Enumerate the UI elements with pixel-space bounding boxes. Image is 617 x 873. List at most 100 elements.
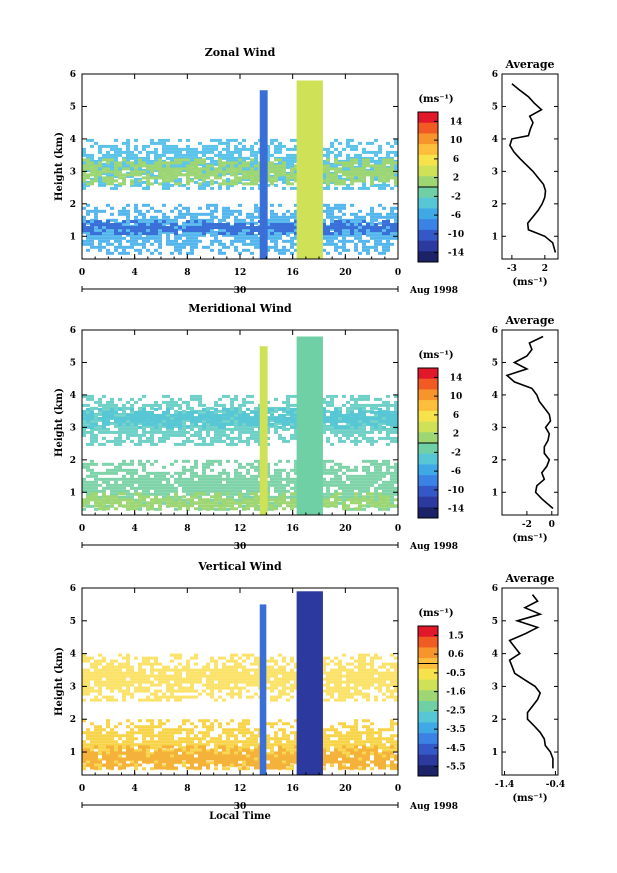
- echo-cell: [98, 177, 102, 181]
- echo-cell: [126, 173, 130, 177]
- echo-cell: [150, 442, 154, 446]
- echo-cell: [286, 400, 290, 404]
- echo-cell: [226, 141, 230, 145]
- echo-cell: [150, 138, 154, 142]
- echo-cell: [246, 227, 250, 231]
- echo-cell: [354, 397, 358, 401]
- echo-cell: [342, 165, 346, 169]
- echo-cell: [334, 504, 338, 508]
- colorbar-segment: [418, 378, 438, 390]
- echo-cell: [174, 403, 178, 407]
- echo-cell: [198, 230, 202, 234]
- echo-cell: [142, 176, 146, 180]
- colorbar-label: 2: [453, 174, 459, 184]
- y-tick-label: 4: [70, 391, 76, 401]
- echo-cell: [138, 433, 142, 437]
- echo-cell: [174, 161, 178, 165]
- echo-cell: [198, 409, 202, 413]
- echo-cell: [154, 492, 158, 496]
- echo-cell: [334, 226, 338, 230]
- echo-cell: [90, 410, 94, 414]
- echo-cell: [134, 229, 138, 233]
- echo-cell: [162, 486, 166, 490]
- echo-cell: [254, 424, 258, 428]
- echo-cell: [186, 158, 190, 162]
- echo-cell: [238, 433, 242, 437]
- echo-cell: [114, 468, 118, 472]
- echo-cell: [150, 233, 154, 237]
- echo-cell: [282, 501, 286, 505]
- echo-cell: [330, 397, 334, 401]
- echo-cell: [166, 144, 170, 148]
- echo-cell: [266, 164, 270, 168]
- echo-cell: [202, 507, 206, 511]
- colorbar-segment: [418, 496, 438, 508]
- echo-cell: [358, 162, 362, 166]
- echo-cell: [194, 424, 198, 428]
- echo-cell: [182, 212, 186, 216]
- echo-cell: [250, 229, 254, 233]
- echo-cell: [218, 239, 222, 243]
- echo-cell: [294, 221, 298, 225]
- echo-cell: [146, 153, 150, 157]
- echo-cell: [282, 177, 286, 181]
- echo-cell: [226, 162, 230, 166]
- echo-cell: [94, 483, 98, 487]
- echo-cell: [210, 230, 214, 234]
- echo-cell: [94, 173, 98, 177]
- echo-cell: [278, 173, 282, 177]
- echo-cell: [210, 223, 214, 227]
- echo-cell: [102, 416, 106, 420]
- echo-cell: [346, 164, 350, 168]
- echo-cell: [170, 223, 174, 227]
- echo-cell: [334, 245, 338, 249]
- echo-cell: [342, 465, 346, 469]
- echo-cell: [106, 170, 110, 174]
- echo-cell: [130, 439, 134, 443]
- echo-cell: [222, 483, 226, 487]
- echo-cell: [194, 495, 198, 499]
- echo-cell: [266, 430, 270, 434]
- echo-cell: [374, 462, 378, 466]
- echo-cell: [274, 183, 278, 187]
- echo-cell: [322, 407, 326, 411]
- echo-cell: [122, 459, 126, 463]
- echo-cell: [118, 442, 122, 446]
- echo-cell: [250, 233, 254, 237]
- echo-cell: [190, 397, 194, 401]
- echo-cell: [346, 507, 350, 511]
- echo-cell: [242, 410, 246, 414]
- echo-cell: [266, 230, 270, 234]
- echo-cell: [170, 242, 174, 246]
- echo-cell: [370, 422, 374, 426]
- echo-cell: [206, 492, 210, 496]
- echo-cell: [226, 436, 230, 440]
- echo-cell: [242, 176, 246, 180]
- echo-cell: [370, 206, 374, 210]
- echo-cell: [114, 412, 118, 416]
- echo-cell: [214, 209, 218, 213]
- echo-cell: [102, 236, 106, 240]
- echo-cell: [278, 218, 282, 222]
- echo-cell: [378, 179, 382, 183]
- echo-cell: [390, 477, 394, 481]
- echo-cell: [382, 233, 386, 237]
- echo-cell: [178, 167, 182, 171]
- echo-cell: [394, 427, 398, 431]
- y-tick-label: 4: [70, 135, 76, 145]
- echo-cell: [390, 186, 394, 190]
- echo-cell: [294, 504, 298, 508]
- echo-cell: [242, 144, 246, 148]
- echo-cell: [134, 410, 138, 414]
- echo-cell: [202, 480, 206, 484]
- echo-cell: [282, 144, 286, 148]
- echo-cell: [210, 186, 214, 190]
- echo-cell: [374, 422, 378, 426]
- echo-cell: [278, 501, 282, 505]
- echo-cell: [334, 179, 338, 183]
- echo-cell: [294, 465, 298, 469]
- echo-field: [82, 336, 398, 515]
- echo-cell: [290, 507, 294, 511]
- echo-cell: [230, 209, 234, 213]
- echo-cell: [370, 170, 374, 174]
